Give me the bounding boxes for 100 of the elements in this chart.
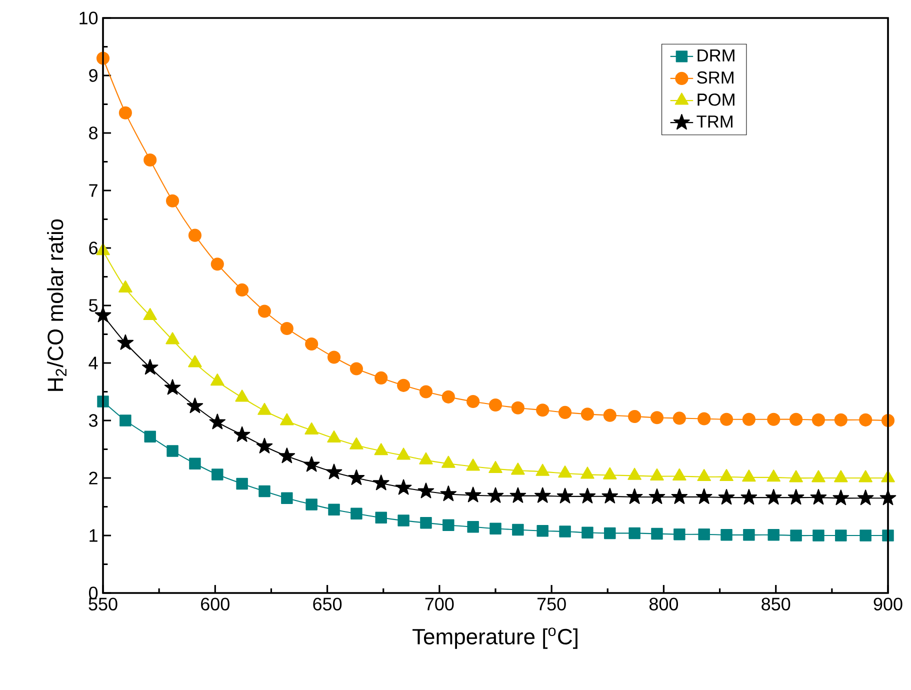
point (375, 512, 387, 524)
point (626, 488, 643, 504)
point (118, 106, 132, 120)
point (464, 486, 482, 502)
point (766, 470, 780, 482)
point (558, 466, 572, 478)
point (188, 228, 202, 242)
point (210, 258, 224, 271)
point (280, 322, 294, 336)
point (420, 516, 432, 529)
x-tick-label: 900 (874, 598, 902, 610)
x-tick-label: 600 (201, 598, 230, 610)
point (258, 304, 272, 318)
y-tick-label: 4 (88, 356, 98, 370)
point (580, 466, 594, 479)
legend-label: DRM (698, 49, 734, 62)
point (832, 490, 850, 506)
point (256, 438, 273, 454)
point (790, 530, 802, 542)
point (603, 467, 617, 480)
x-tick-label: 750 (537, 598, 566, 610)
point (186, 398, 204, 414)
point (189, 458, 201, 470)
point (327, 350, 341, 364)
point (672, 468, 686, 480)
y-tick-label: 2 (89, 472, 98, 484)
point (348, 469, 365, 486)
point (442, 390, 455, 404)
point (327, 430, 341, 443)
point (768, 529, 780, 541)
x-tick-label: 650 (313, 598, 342, 610)
point (812, 470, 826, 482)
point (512, 524, 524, 536)
point (374, 443, 388, 456)
point (698, 412, 711, 426)
point (556, 488, 574, 504)
point (397, 378, 410, 392)
point (326, 464, 342, 480)
point (628, 410, 642, 424)
point (789, 470, 803, 482)
point (418, 482, 434, 498)
point (740, 489, 758, 505)
point (236, 478, 248, 490)
point (209, 414, 226, 430)
point (648, 488, 666, 504)
point (120, 414, 132, 426)
point (304, 422, 318, 434)
point (650, 468, 664, 480)
point (628, 527, 640, 540)
point (488, 398, 502, 412)
x-tick-label: 800 (649, 598, 678, 610)
point (860, 530, 872, 542)
point (142, 359, 158, 375)
y-tick-label: 10 (80, 12, 98, 24)
point (742, 470, 756, 482)
point (144, 430, 156, 442)
point (396, 448, 410, 460)
x-tick-label: 550 (88, 598, 118, 610)
x-axis-title: Temperature [$^{o}$C] (412, 628, 578, 649)
point (790, 412, 803, 426)
point (164, 379, 181, 395)
y-tick-label: 9 (89, 69, 98, 82)
point (859, 413, 872, 426)
point (579, 488, 596, 504)
point (510, 487, 526, 503)
point (536, 525, 548, 537)
legend-label: POM (698, 93, 734, 106)
point (466, 394, 480, 408)
point (278, 448, 296, 464)
point (328, 504, 340, 516)
point (651, 528, 663, 540)
point (604, 527, 616, 540)
point (697, 468, 711, 482)
point (603, 408, 616, 422)
point (144, 153, 157, 167)
point (306, 498, 318, 510)
point (280, 413, 294, 426)
point (166, 445, 178, 457)
point (305, 337, 318, 351)
point (602, 488, 618, 504)
point (559, 526, 571, 538)
point (258, 402, 272, 415)
y-axis-title: H$_{2}$/CO molar ratio (47, 219, 66, 391)
point (718, 489, 735, 505)
point (398, 514, 410, 526)
point (671, 488, 688, 504)
y-tick-label: 8 (89, 126, 98, 140)
point (857, 490, 874, 506)
point (350, 437, 364, 450)
point (234, 426, 250, 442)
point (812, 530, 824, 542)
point (166, 332, 180, 344)
point (672, 412, 686, 425)
point (258, 485, 270, 498)
point (466, 458, 480, 471)
point (117, 334, 134, 350)
point (720, 529, 732, 541)
point (765, 489, 782, 505)
point (118, 280, 132, 292)
point (442, 519, 454, 532)
